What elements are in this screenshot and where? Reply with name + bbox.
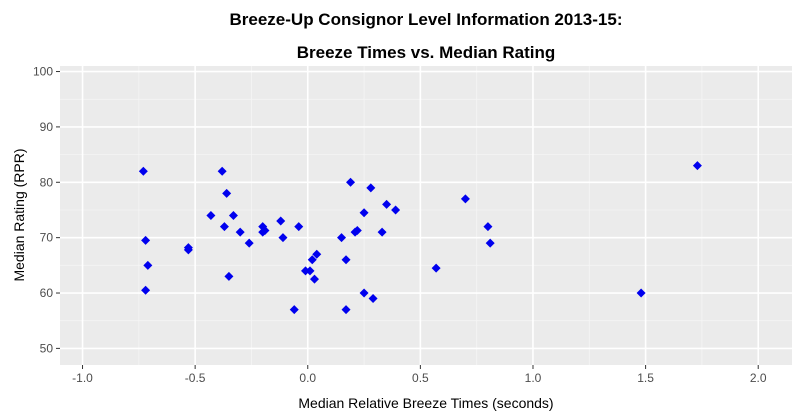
plot-panel [60, 66, 792, 365]
major-gridlines [60, 66, 792, 365]
data-point [301, 266, 311, 276]
data-point [382, 199, 392, 209]
data-point [485, 238, 495, 248]
x-tick-label: -0.5 [185, 371, 206, 385]
data-point [138, 166, 148, 176]
y-tick-label: 60 [40, 286, 54, 300]
minor-gridlines [60, 66, 792, 365]
data-point [307, 255, 317, 265]
data-points [138, 161, 702, 315]
data-point [219, 222, 229, 232]
data-point [235, 227, 245, 237]
x-tick-label: 1.0 [525, 371, 542, 385]
x-axis-label: Median Relative Breeze Times (seconds) [298, 395, 553, 411]
data-point [460, 194, 470, 204]
data-point [289, 305, 299, 315]
x-axis-ticks: -1.0 -0.5 0.0 0.5 1.0 1.5 2.0 [72, 365, 767, 385]
y-tick-label: 90 [40, 120, 54, 134]
data-point [483, 222, 493, 232]
data-point [217, 166, 227, 176]
data-point [341, 305, 351, 315]
x-tick-label: 1.5 [637, 371, 654, 385]
data-point [276, 216, 286, 226]
y-axis-label: Median Rating (RPR) [11, 148, 27, 281]
data-point [341, 255, 351, 265]
x-tick-label: 0.5 [412, 371, 429, 385]
data-point [359, 288, 369, 298]
y-tick-label: 70 [40, 231, 54, 245]
data-point [346, 177, 356, 187]
data-point [337, 233, 347, 243]
data-point [143, 260, 153, 270]
data-point [377, 227, 387, 237]
data-point [692, 161, 702, 171]
y-axis-ticks: 50 60 70 80 90 100 [33, 65, 60, 355]
data-point [305, 266, 315, 276]
data-point [224, 271, 234, 281]
y-tick-label: 100 [33, 65, 53, 79]
data-point [294, 222, 304, 232]
data-point [368, 294, 378, 304]
data-point [310, 274, 320, 284]
data-point [260, 225, 270, 235]
data-point [636, 288, 646, 298]
data-point [366, 183, 376, 193]
chart-title-line2: Breeze Times vs. Median Rating [297, 43, 556, 62]
data-point [359, 208, 369, 218]
x-tick-label: 2.0 [750, 371, 767, 385]
data-point [228, 211, 238, 220]
data-point [183, 245, 193, 255]
data-point [141, 285, 151, 295]
data-point [278, 233, 288, 243]
data-point [222, 188, 232, 198]
data-point [244, 238, 254, 248]
data-point [312, 249, 322, 259]
data-point [141, 235, 151, 245]
data-point [391, 205, 401, 215]
chart-title-line1: Breeze-Up Consignor Level Information 20… [230, 10, 623, 29]
x-tick-label: -1.0 [72, 371, 93, 385]
data-point [352, 225, 362, 235]
y-tick-label: 80 [40, 175, 54, 189]
data-point [431, 263, 441, 273]
x-tick-label: 0.0 [299, 371, 316, 385]
y-tick-label: 50 [40, 341, 54, 355]
data-point [206, 211, 216, 220]
